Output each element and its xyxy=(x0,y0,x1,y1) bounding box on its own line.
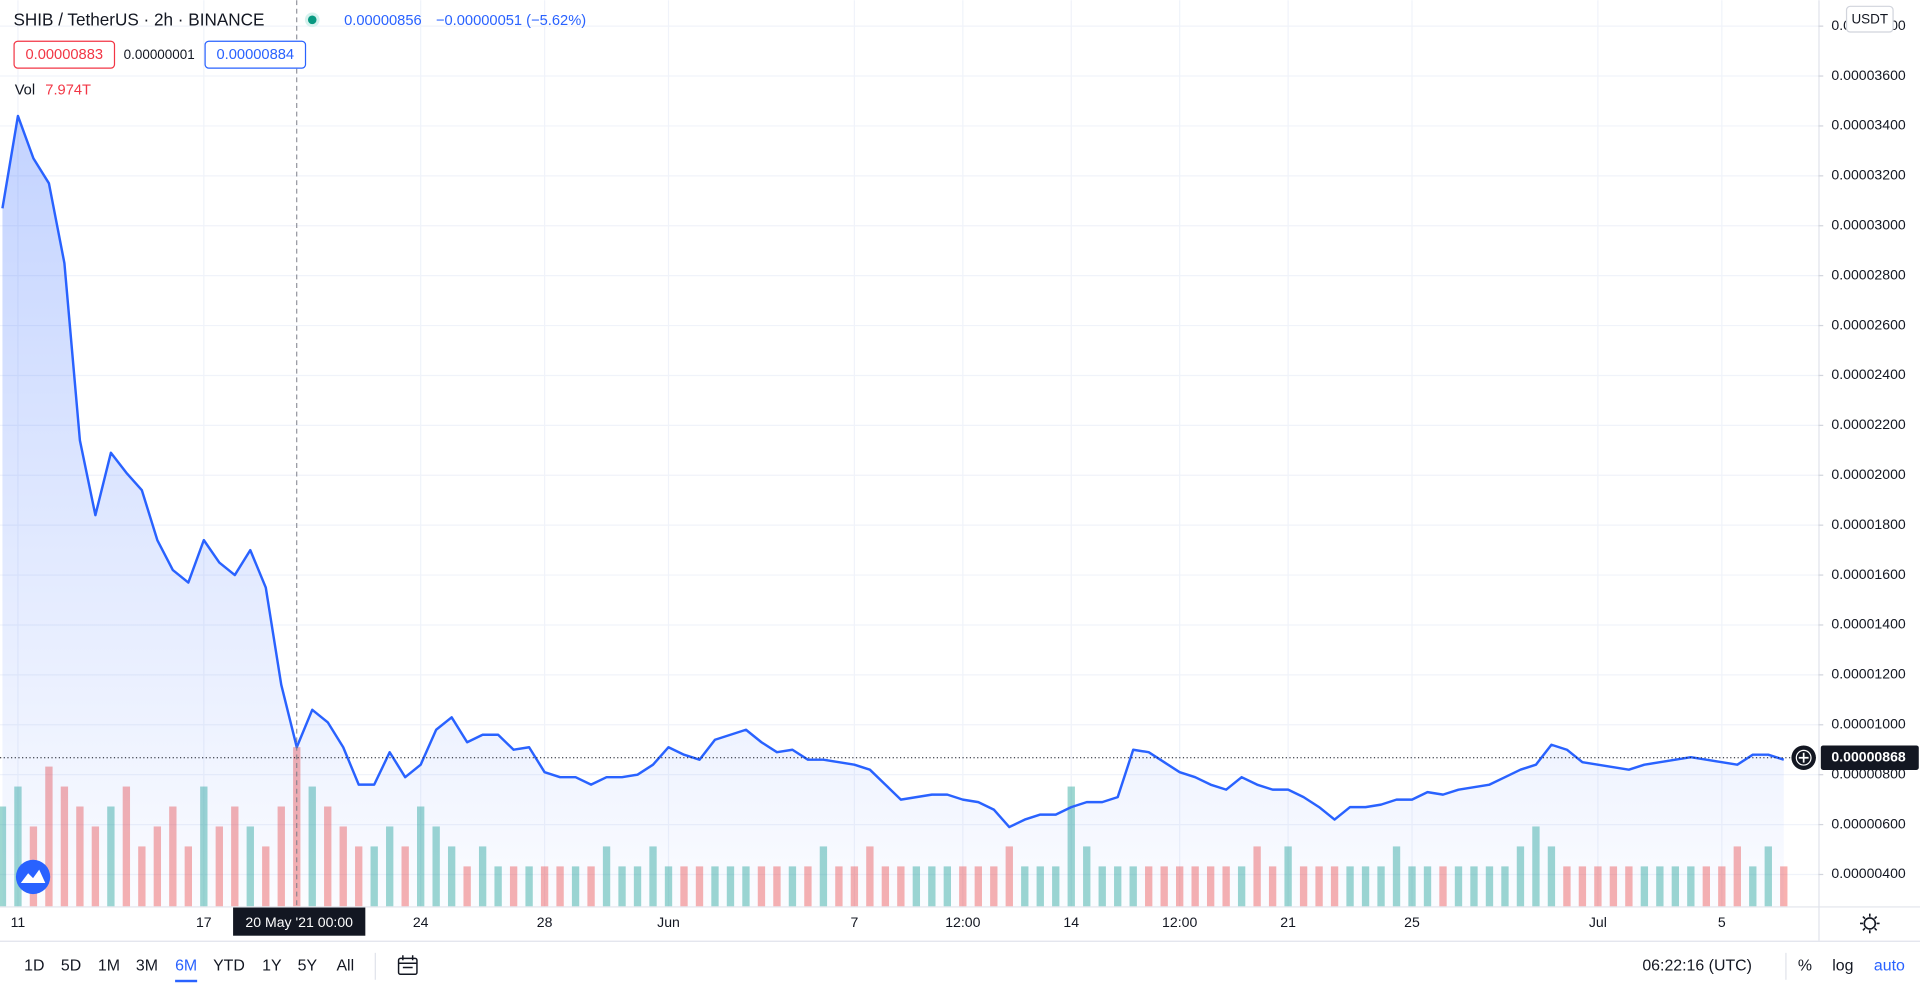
y-tick-label: 0.00001600 xyxy=(1831,566,1906,582)
range-button[interactable]: 1D xyxy=(24,958,44,975)
y-tick-label: 0.00002000 xyxy=(1831,466,1906,482)
last-price: 0.00000856 xyxy=(344,13,422,29)
y-tick-label: 0.00000400 xyxy=(1831,865,1906,881)
percent-toggle[interactable]: % xyxy=(1798,958,1812,975)
calendar-lines xyxy=(398,955,417,969)
plot-layer xyxy=(0,0,1819,907)
range-button[interactable]: 5D xyxy=(61,958,81,975)
bid-price: 0.00000883 xyxy=(25,47,103,63)
x-tick-label: 17 xyxy=(196,914,212,930)
currency-badge[interactable] xyxy=(1845,5,1894,33)
range-button[interactable]: 1M xyxy=(98,958,120,975)
price-change: −0.00000051 (−5.62%) xyxy=(436,13,586,29)
y-tick-label: 0.00001000 xyxy=(1831,715,1906,731)
volume-legend-value: 7.974T xyxy=(45,83,91,99)
log-toggle[interactable]: log xyxy=(1832,958,1853,975)
range-buttons: 1D 5D 1M 3M 6M YTD 1Y 5Y All xyxy=(24,958,354,975)
x-tick-label: Jun xyxy=(657,914,680,930)
last-price-tag xyxy=(1820,745,1919,770)
market-status-dot[interactable] xyxy=(307,15,317,25)
y-tick-label: 0.00002400 xyxy=(1831,366,1906,382)
y-tick-label: 0.00003600 xyxy=(1831,67,1906,83)
sell-button[interactable] xyxy=(13,40,116,69)
y-tick-label: 0.00003200 xyxy=(1831,167,1906,183)
crosshair-time-tag xyxy=(233,907,366,936)
price-line xyxy=(1,114,1785,829)
range-button[interactable]: All xyxy=(336,958,354,975)
x-tick-label: 12:00 xyxy=(945,914,980,930)
range-button[interactable]: 5Y xyxy=(298,958,318,975)
add-order-plus xyxy=(1798,752,1809,763)
range-button-active[interactable]: 6M xyxy=(175,958,197,975)
auto-toggle[interactable]: auto xyxy=(1874,958,1905,975)
price-axis: 0.000004000.000006000.000008000.00001000… xyxy=(1818,17,1919,881)
logo-glyph xyxy=(20,869,46,884)
x-tick-label: 7 xyxy=(850,914,858,930)
calendar-frame xyxy=(397,957,418,976)
ask-price: 0.00000884 xyxy=(217,47,295,63)
volume-legend-name[interactable]: Vol xyxy=(15,83,35,99)
x-tick-label: 28 xyxy=(537,914,553,930)
crosshair-time-label: 20 May '21 00:00 xyxy=(245,914,353,930)
area-fill xyxy=(2,115,1784,907)
x-tick-label: 5 xyxy=(1718,914,1726,930)
logo-badge[interactable] xyxy=(15,859,51,895)
y-tick-label: 0.00002800 xyxy=(1831,266,1906,282)
buy-button[interactable] xyxy=(204,40,307,69)
x-tick-label: Jul xyxy=(1589,914,1607,930)
last-price-tag-label: 0.00000868 xyxy=(1831,748,1906,764)
clock[interactable]: 06:22:16 (UTC) xyxy=(1642,958,1752,975)
range-button[interactable]: YTD xyxy=(213,958,245,975)
gear-teeth xyxy=(1860,913,1880,934)
y-tick-label: 0.00002600 xyxy=(1831,316,1906,332)
add-order-ring xyxy=(1795,749,1812,766)
x-tick-label: 14 xyxy=(1063,914,1079,930)
y-tick-label: 0.00002200 xyxy=(1831,416,1906,432)
x-tick-label: 11 xyxy=(11,914,26,930)
range-button[interactable]: 3M xyxy=(136,958,158,975)
currency-label: USDT xyxy=(1851,11,1888,26)
y-tick-label: 0.00003000 xyxy=(1831,216,1906,232)
y-tick-label: 0.00001200 xyxy=(1831,666,1906,682)
date-range-icon[interactable] xyxy=(397,955,418,976)
x-tick-label: 24 xyxy=(413,914,429,930)
y-tick-label: 0.00001800 xyxy=(1831,516,1906,532)
add-order-button[interactable] xyxy=(1791,745,1816,770)
time-axis: 11 17 24 28 Jun 7 12:00 14 12:00 21 25 Jul 5 20 May '… xyxy=(11,907,1726,936)
x-tick-label: 25 xyxy=(1404,914,1420,930)
x-tick-label: 12:00 xyxy=(1162,914,1197,930)
x-tick-label: 21 xyxy=(1280,914,1296,930)
y-tick-label: 0.00000600 xyxy=(1831,815,1906,831)
symbol-title[interactable]: SHIB / TetherUS · 2h · BINANCE xyxy=(13,10,264,30)
spread: 0.00000001 xyxy=(124,47,195,62)
settings-icon[interactable] xyxy=(1860,913,1880,934)
y-tick-label: 0.00003400 xyxy=(1831,117,1906,133)
active-range-underline xyxy=(175,979,198,983)
gear-ring xyxy=(1863,917,1877,930)
y-tick-label: 0.00001400 xyxy=(1831,616,1906,632)
range-button[interactable]: 1Y xyxy=(262,958,282,975)
